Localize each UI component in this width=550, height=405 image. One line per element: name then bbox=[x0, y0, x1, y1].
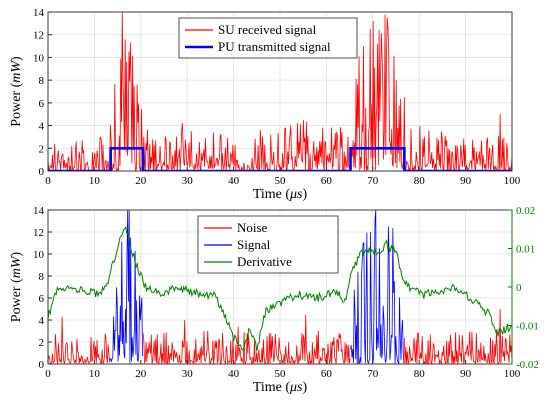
legend-label: Signal bbox=[237, 237, 271, 252]
x-tick-label: 40 bbox=[228, 175, 240, 187]
x-tick-label: 100 bbox=[504, 175, 521, 187]
y2-tick-label: -0.01 bbox=[516, 321, 539, 333]
y-tick-label: 8 bbox=[39, 271, 45, 283]
y-tick-label: 6 bbox=[39, 98, 45, 110]
legend: SU received signal PU transmitted signal bbox=[178, 17, 358, 59]
series-line-noise bbox=[142, 314, 351, 364]
y-tick-label: 4 bbox=[39, 315, 45, 327]
ticks: 0 10 20 30 40 50 60 70 80 90 100 0 2 4 6 8 10 12 14 bbox=[33, 205, 521, 380]
legend-label: PU transmitted signal bbox=[218, 39, 331, 54]
y-tick-label: 12 bbox=[33, 227, 44, 239]
y-tick-label: 8 bbox=[39, 75, 45, 87]
legend-label: Noise bbox=[237, 220, 268, 235]
x-tick-label: 20 bbox=[135, 175, 147, 187]
series-line-pu-transmitted-signal bbox=[48, 146, 512, 171]
x-tick-label: 70 bbox=[367, 368, 379, 380]
y-axis-label: Power (mW) bbox=[9, 56, 24, 127]
x-axis-label: Time (μs) bbox=[253, 380, 308, 395]
ticks: 0 10 20 30 40 50 60 70 80 90 100 0 2 4 6 8 10 12 14 bbox=[33, 7, 521, 187]
x-tick-label: 0 bbox=[45, 368, 51, 380]
y-tick-label: 4 bbox=[39, 121, 45, 133]
y-tick-label: 0 bbox=[39, 359, 45, 371]
y-tick-label: 2 bbox=[39, 143, 45, 155]
right-axis: -0.02 -0.01 0 0.01 0.02 bbox=[508, 205, 539, 371]
legend-box bbox=[178, 17, 358, 59]
x-tick-label: 10 bbox=[89, 368, 101, 380]
y-tick-label: 14 bbox=[33, 7, 45, 19]
x-tick-label: 50 bbox=[275, 175, 287, 187]
series-line-signal bbox=[110, 210, 143, 364]
x-tick-label: 20 bbox=[135, 368, 147, 380]
x-tick-label: 80 bbox=[414, 175, 426, 187]
y2-tick-label: -0.02 bbox=[516, 359, 539, 371]
x-tick-label: 40 bbox=[228, 368, 240, 380]
x-axis-label: Time (μs) bbox=[253, 187, 308, 202]
x-tick-label: 60 bbox=[321, 175, 333, 187]
y-tick-label: 2 bbox=[39, 337, 45, 349]
x-tick-label: 90 bbox=[460, 368, 472, 380]
y-tick-label: 6 bbox=[39, 293, 45, 305]
y-tick-label: 0 bbox=[39, 166, 45, 178]
y2-tick-label: 0.02 bbox=[516, 205, 535, 217]
legend: Noise Signal Derivative bbox=[197, 215, 339, 274]
top-chart: 0 10 20 30 40 50 60 70 80 90 100 0 2 4 6 8 10 12 14 Time (μ… bbox=[9, 7, 521, 202]
y-tick-label: 10 bbox=[33, 249, 45, 261]
x-tick-label: 80 bbox=[414, 368, 426, 380]
y-tick-label: 14 bbox=[33, 205, 45, 217]
bottom-chart: 0 10 20 30 40 50 60 70 80 90 10002468101214-0.02-0… bbox=[9, 205, 539, 395]
y2-tick-label: 0 bbox=[516, 282, 522, 294]
series-line-derivative bbox=[48, 225, 512, 352]
series-layer bbox=[48, 210, 512, 364]
legend-label: Derivative bbox=[237, 254, 292, 269]
y-axis-label: Power (mW) bbox=[9, 251, 24, 322]
series-line-noise bbox=[403, 308, 512, 364]
x-tick-label: 60 bbox=[321, 368, 333, 380]
x-tick-label: 30 bbox=[182, 175, 194, 187]
legend-label: SU received signal bbox=[218, 22, 317, 37]
x-tick-label: 0 bbox=[45, 175, 51, 187]
y-tick-label: 12 bbox=[33, 30, 44, 42]
x-tick-label: 30 bbox=[182, 368, 194, 380]
y-tick-label: 10 bbox=[33, 52, 45, 64]
x-tick-label: 100 bbox=[504, 368, 521, 380]
x-tick-label: 70 bbox=[367, 175, 379, 187]
x-tick-label: 50 bbox=[275, 368, 287, 380]
x-tick-label: 10 bbox=[89, 175, 101, 187]
x-tick-label: 90 bbox=[460, 175, 472, 187]
y2-tick-label: 0.01 bbox=[516, 244, 535, 256]
